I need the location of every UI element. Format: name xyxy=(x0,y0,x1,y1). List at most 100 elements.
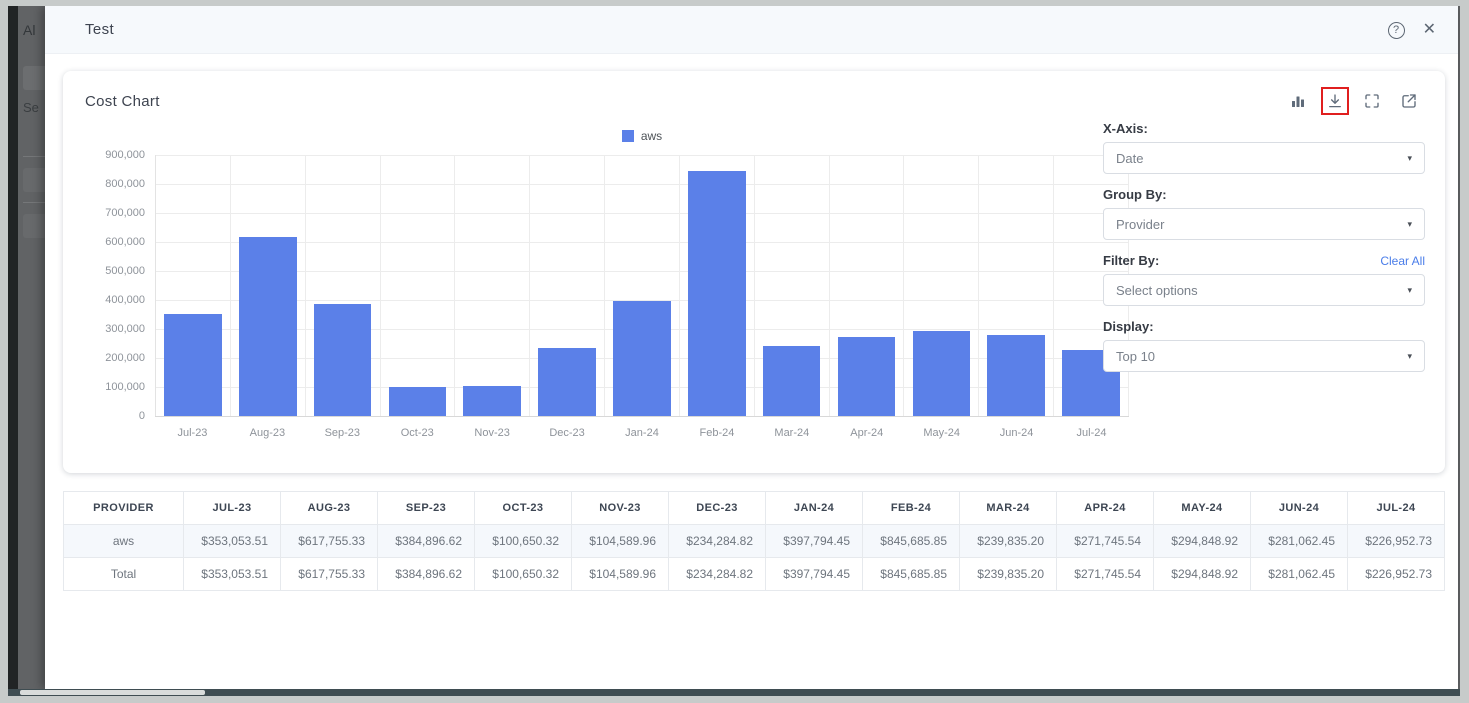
modal-header: Test ? ✕ xyxy=(45,6,1458,54)
table-cell: $845,685.85 xyxy=(862,557,960,591)
background-sidebar xyxy=(8,6,18,696)
chevron-down-icon: ▾ xyxy=(1407,152,1412,163)
table-cell: $845,685.85 xyxy=(862,524,960,558)
background-text-fragment: Al xyxy=(23,22,36,38)
x-axis-tick-label: Jul-24 xyxy=(1076,427,1107,439)
table-header-cell: JUN-24 xyxy=(1250,491,1348,525)
table-cell: $104,589.96 xyxy=(571,524,669,558)
chevron-down-icon: ▾ xyxy=(1407,284,1412,295)
table-cell: $617,755.33 xyxy=(280,557,378,591)
display-select-value: Top 10 xyxy=(1116,348,1156,364)
chart-bar-may-24[interactable] xyxy=(912,330,971,416)
table-row-label: Total xyxy=(63,557,184,591)
chart-type-button[interactable] xyxy=(1284,87,1312,115)
x-axis-tick-label: Dec-23 xyxy=(549,427,585,439)
cost-chart-card: Cost Chart xyxy=(63,71,1445,473)
open-external-button[interactable] xyxy=(1395,87,1423,115)
table-header-cell: APR-24 xyxy=(1056,491,1154,525)
chart-bar-aug-23[interactable] xyxy=(238,236,297,416)
group-by-label: Group By: xyxy=(1103,187,1167,202)
table-cell: $397,794.45 xyxy=(765,557,863,591)
x-axis-tick-label: Oct-23 xyxy=(400,427,434,439)
gridline xyxy=(155,155,1129,156)
category-slot xyxy=(979,155,1055,416)
x-axis-tick-label: Nov-23 xyxy=(474,427,510,439)
table-cell: $397,794.45 xyxy=(765,524,863,558)
category-slot xyxy=(605,155,680,416)
chart-bar-oct-23[interactable] xyxy=(388,386,447,416)
chart-bar-jul-23[interactable] xyxy=(164,313,222,416)
chart-toolbar xyxy=(1284,87,1423,115)
table-cell: $294,848.92 xyxy=(1153,557,1251,591)
table-cell: $234,284.82 xyxy=(668,557,766,591)
chart-bar-dec-23[interactable] xyxy=(538,348,596,416)
category-slot xyxy=(306,155,381,416)
plot-area: 0 100,000 200,000 300,000 400,000 500,000 600,… xyxy=(105,149,1129,422)
download-icon xyxy=(1326,92,1344,110)
help-button[interactable]: ? xyxy=(1387,21,1405,39)
horizontal-scrollbar[interactable] xyxy=(8,689,1460,696)
table-header-cell: SEP-23 xyxy=(377,491,475,525)
table-header-cell: NOV-23 xyxy=(571,491,669,525)
category-slot xyxy=(381,155,456,416)
display-select[interactable]: Top 10 ▾ xyxy=(1103,340,1425,372)
x-axis-tick-label: Aug-23 xyxy=(249,427,286,439)
fullscreen-button[interactable] xyxy=(1358,87,1386,115)
chart-bar-feb-24[interactable] xyxy=(688,170,746,416)
external-link-icon xyxy=(1400,92,1418,110)
chart-bar-nov-23[interactable] xyxy=(463,385,522,416)
table-cell: $353,053.51 xyxy=(183,557,281,591)
table-cell: $384,896.62 xyxy=(377,524,475,558)
table-header-cell: MAY-24 xyxy=(1153,491,1251,525)
download-button[interactable] xyxy=(1321,87,1349,115)
x-axis-tick-label: May-24 xyxy=(923,427,961,439)
clear-all-link[interactable]: Clear All xyxy=(1380,254,1425,268)
table-cell: $281,062.45 xyxy=(1250,557,1348,591)
table-cell: $384,896.62 xyxy=(377,557,475,591)
x-axis-tick-label: Feb-24 xyxy=(699,427,735,439)
chart-bar-jun-24[interactable] xyxy=(987,334,1046,416)
x-axis-tick-label: Sep-23 xyxy=(324,427,361,439)
gridline xyxy=(155,300,1129,301)
question-icon: ? xyxy=(1393,24,1400,36)
filter-by-select-value: Select options xyxy=(1116,282,1198,298)
y-axis-tick-label: 100,000 xyxy=(105,381,145,393)
chart-bar-sep-23[interactable] xyxy=(313,304,372,416)
y-axis-tick-label: 800,000 xyxy=(105,178,145,190)
close-button[interactable]: ✕ xyxy=(1423,22,1436,38)
table-header-cell: DEC-23 xyxy=(668,491,766,525)
legend-label[interactable]: aws xyxy=(640,129,663,143)
app-window: Al Se Test ? ✕ Cost Chart xyxy=(8,6,1460,696)
chart-bar-mar-24[interactable] xyxy=(762,346,821,416)
table-row-aws: aws $353,053.51 $617,755.33 $384,896.62 $100… xyxy=(63,524,1445,558)
x-axis-select[interactable]: Date ▾ xyxy=(1103,142,1425,174)
y-axis-tick-label: 0 xyxy=(138,410,145,422)
scrollbar-thumb[interactable] xyxy=(20,690,205,695)
table-header-cell: OCT-23 xyxy=(474,491,572,525)
category-slot xyxy=(904,155,980,416)
category-slot xyxy=(155,155,231,416)
table-row-total: Total $353,053.51 $617,755.33 $384,896.62 $1… xyxy=(63,557,1445,591)
y-axis-tick-label: 600,000 xyxy=(105,236,145,248)
y-axis-tick-label: 400,000 xyxy=(105,294,145,306)
category-slot xyxy=(680,155,755,416)
bar-slots xyxy=(155,155,1129,416)
table-header-cell: FEB-24 xyxy=(862,491,960,525)
y-axis-tick-label: 300,000 xyxy=(105,323,145,335)
group-by-select[interactable]: Provider ▾ xyxy=(1103,208,1425,240)
chart-bar-jan-24[interactable] xyxy=(613,300,671,416)
modal-title: Test xyxy=(85,21,115,38)
table-header-cell: MAR-24 xyxy=(959,491,1057,525)
table-cell: $271,745.54 xyxy=(1056,524,1154,558)
filter-by-select[interactable]: Select options ▾ xyxy=(1103,274,1425,306)
chevron-down-icon: ▾ xyxy=(1407,218,1412,229)
table-cell: $226,952.73 xyxy=(1347,557,1445,591)
x-axis-tick-label: Jul-23 xyxy=(177,427,208,439)
modal-header-actions: ? ✕ xyxy=(1387,6,1436,54)
table-cell: $100,650.32 xyxy=(474,557,572,591)
chart-bar-apr-24[interactable] xyxy=(837,337,896,416)
gridline xyxy=(155,271,1129,272)
legend-swatch xyxy=(621,130,634,142)
modal-body: Cost Chart xyxy=(45,55,1458,689)
card-title: Cost Chart xyxy=(85,93,160,110)
